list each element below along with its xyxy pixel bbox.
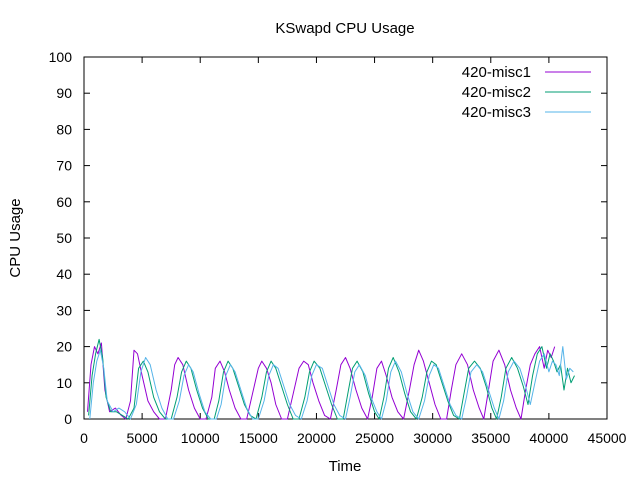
y-axis-label: CPU Usage xyxy=(7,198,24,277)
x-tick-label: 20000 xyxy=(297,430,336,446)
series-line-420-misc1 xyxy=(87,342,556,420)
y-tick-label: 30 xyxy=(56,302,72,318)
y-tick-label: 40 xyxy=(56,266,72,282)
y-tick-label: 80 xyxy=(56,121,72,137)
legend-label: 420-misc3 xyxy=(462,104,531,121)
series-line-420-misc3 xyxy=(89,346,574,420)
y-tick-label: 70 xyxy=(56,158,72,174)
y-tick-label: 90 xyxy=(56,85,72,101)
x-tick-label: 35000 xyxy=(471,430,510,446)
chart-title: KSwapd CPU Usage xyxy=(275,20,414,37)
y-tick-label: 0 xyxy=(64,411,72,427)
x-tick-label: 25000 xyxy=(355,430,394,446)
y-tick-label: 50 xyxy=(56,230,72,246)
y-tick-label: 60 xyxy=(56,194,72,210)
x-tick-label: 45000 xyxy=(588,430,627,446)
x-tick-label: 30000 xyxy=(413,430,452,446)
x-tick-label: 10000 xyxy=(181,430,220,446)
legend-label: 420-misc1 xyxy=(462,64,531,81)
series-line-420-misc2 xyxy=(88,338,575,420)
series-layer xyxy=(87,338,575,420)
y-tick-label: 100 xyxy=(49,49,73,65)
plot-axes: 0 5000 10000 15000 20000 25000 30000 35000 40000… xyxy=(49,49,627,446)
x-axis-label: Time xyxy=(329,458,362,475)
legend-label: 420-misc2 xyxy=(462,84,531,101)
y-tick-label: 20 xyxy=(56,339,72,355)
y-tick-label: 10 xyxy=(56,375,72,391)
x-tick-label: 40000 xyxy=(529,430,568,446)
x-tick-label: 15000 xyxy=(239,430,278,446)
x-tick-label: 0 xyxy=(80,430,88,446)
x-tick-label: 5000 xyxy=(127,430,158,446)
legend: 420-misc1 420-misc2 420-misc3 xyxy=(462,64,591,121)
